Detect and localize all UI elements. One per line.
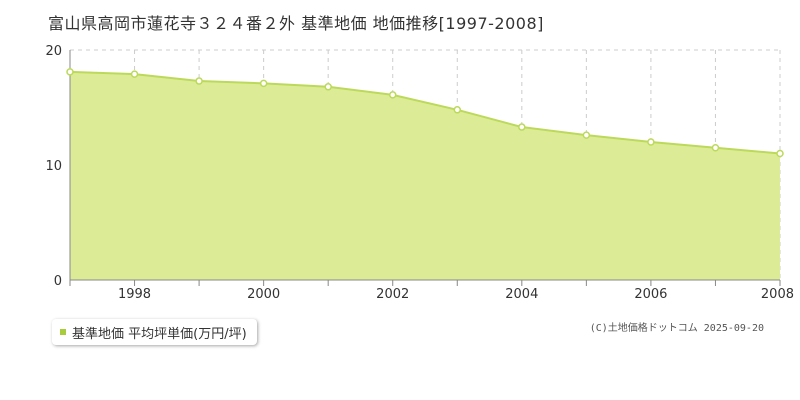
legend: 基準地価 平均坪単価(万円/坪)	[52, 319, 257, 345]
data-points	[66, 68, 784, 158]
data-point	[130, 70, 139, 78]
data-point	[518, 123, 526, 131]
data-point	[324, 83, 332, 91]
x-tick-label: 2000	[247, 287, 280, 302]
x-tick-labels: 1998 2000 2002 2004 2006 2008	[118, 287, 794, 302]
x-tick-label: 2006	[634, 287, 667, 302]
data-point	[388, 91, 397, 99]
data-point	[259, 79, 268, 88]
price-series-line	[69, 70, 781, 155]
legend-marker	[60, 329, 66, 335]
data-point	[711, 144, 720, 152]
x-tick-label: 1998	[118, 287, 151, 302]
y-tick-label: 10	[45, 159, 62, 174]
data-point	[647, 138, 655, 146]
data-point	[66, 68, 74, 76]
x-tick-label: 2008	[761, 287, 794, 302]
y-tick-labels: 0 10 20	[45, 44, 62, 289]
y-tick-label: 0	[54, 274, 62, 289]
data-point	[195, 77, 203, 85]
x-tick-label: 2002	[376, 287, 409, 302]
copyright-text: (C)土地価格ドットコム 2025-09-20	[589, 323, 764, 334]
legend-label: 基準地価 平均坪単価(万円/坪)	[72, 326, 247, 342]
data-point	[582, 131, 591, 139]
y-tick-label: 20	[45, 44, 62, 59]
price-area-fill	[70, 71, 780, 280]
axes	[69, 50, 781, 286]
x-tick-label: 2004	[505, 287, 538, 302]
chart-title: 富山県高岡市蓮花寺３２４番２外 基準地価 地価推移[1997-2008]	[48, 14, 544, 33]
data-point	[453, 106, 462, 114]
data-point	[776, 149, 784, 158]
